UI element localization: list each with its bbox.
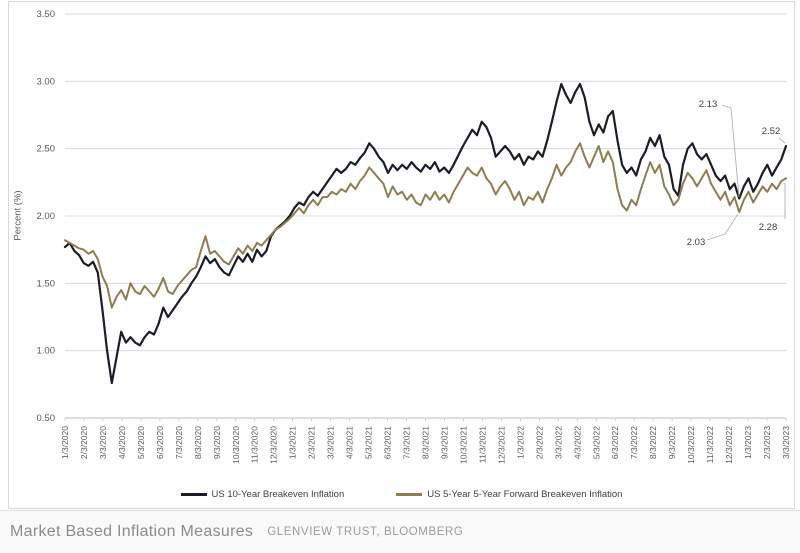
x-tick-label: 1/3/2023 xyxy=(743,426,753,459)
x-tick-label: 10/3/2021 xyxy=(458,426,468,464)
x-tick-label: 2/3/2020 xyxy=(79,426,89,459)
x-tick-label: 11/3/2022 xyxy=(705,426,715,463)
annotation-leader-line xyxy=(778,137,786,144)
x-tick-label: 8/3/2021 xyxy=(421,426,431,459)
annotation-label: 2.52 xyxy=(762,126,781,137)
y-tick-label: 1.00 xyxy=(37,346,56,357)
x-tick-label: 3/3/2023 xyxy=(781,426,791,459)
x-tick-label: 4/3/2022 xyxy=(572,426,582,459)
x-tick-label: 4/3/2020 xyxy=(117,426,127,459)
caption-bar: Market Based Inflation Measures GLENVIEW… xyxy=(0,510,800,553)
y-axis-tick-labels: 3.50 3.00 2.50 2.00 1.50 1.00 0.50 xyxy=(37,9,56,424)
caption-title: Market Based Inflation Measures xyxy=(10,523,254,540)
x-tick-label: 7/3/2021 xyxy=(402,426,412,459)
x-tick-label: 3/3/2022 xyxy=(553,426,563,459)
legend-swatch-5y5y-forward xyxy=(396,493,423,496)
x-tick-label: 5/3/2021 xyxy=(364,426,374,459)
series-line-5y5y-forward xyxy=(64,142,787,309)
y-tick-label: 2.50 xyxy=(37,144,56,155)
x-tick-label: 12/3/2022 xyxy=(724,426,734,464)
x-tick-label: 1/3/2022 xyxy=(515,426,525,459)
series-line-10y-breakeven xyxy=(63,82,788,385)
gridlines xyxy=(65,13,786,419)
annotation-label: 2.03 xyxy=(687,237,706,248)
x-tick-label: 6/3/2020 xyxy=(155,426,165,459)
chart-card: Percent (%) 3.50 3.00 2.50 2.00 1.50 1.00 0.50… xyxy=(8,1,795,509)
legend-item-5y5y-forward: US 5-Year 5-Year Forward Breakeven Infla… xyxy=(396,489,622,500)
x-tick-label: 1/3/2021 xyxy=(288,426,298,459)
y-tick-label: 0.50 xyxy=(37,413,56,424)
legend-label-5y5y-forward: US 5-Year 5-Year Forward Breakeven Infla… xyxy=(427,489,623,500)
x-tick-label: 5/3/2022 xyxy=(591,426,601,459)
x-tick-label: 9/3/2021 xyxy=(439,426,449,459)
x-tick-label: 10/3/2020 xyxy=(231,426,241,464)
annotation-label: 2.13 xyxy=(699,99,718,110)
y-tick-label: 3.50 xyxy=(37,9,56,20)
x-tick-label: 6/3/2022 xyxy=(610,426,620,459)
annotation-leader-line xyxy=(706,213,739,241)
y-tick-label: 2.00 xyxy=(37,211,56,222)
x-tick-label: 11/3/2020 xyxy=(250,426,260,463)
x-tick-label: 3/3/2020 xyxy=(98,426,108,459)
annotations: 2.13 2.52 2.03 2.28 xyxy=(687,99,786,248)
x-tick-label: 9/3/2020 xyxy=(212,426,222,459)
y-tick-label: 3.00 xyxy=(37,76,56,87)
caption-source: GLENVIEW TRUST, BLOOMBERG xyxy=(267,526,464,538)
x-tick-label: 7/3/2022 xyxy=(629,426,639,459)
x-tick-label: 5/3/2020 xyxy=(136,426,146,459)
chart-legend: US 10-Year Breakeven Inflation US 5-Year… xyxy=(9,489,794,500)
x-tick-label: 9/3/2022 xyxy=(667,426,677,459)
y-axis-title: Percent (%) xyxy=(12,190,24,241)
x-tick-label: 8/3/2020 xyxy=(193,426,203,459)
x-tick-label: 12/3/2021 xyxy=(496,426,506,464)
x-tick-label: 2/3/2021 xyxy=(307,426,317,459)
annotation-label: 2.28 xyxy=(759,222,778,233)
x-tick-label: 1/3/2020 xyxy=(60,426,70,459)
legend-label-10y-breakeven: US 10-Year Breakeven Inflation xyxy=(211,489,345,500)
legend-item-10y-breakeven: US 10-Year Breakeven Inflation xyxy=(180,489,345,500)
x-tick-label: 10/3/2022 xyxy=(686,426,696,464)
x-tick-label: 2/3/2023 xyxy=(762,426,772,459)
x-tick-label: 2/3/2022 xyxy=(534,426,544,459)
x-axis: 1/3/2020 2/3/2020 3/3/2020 4/3/2020 5/3/2020… xyxy=(60,417,791,464)
x-tick-label: 11/3/2021 xyxy=(477,426,487,463)
annotation-leader-line xyxy=(721,104,740,198)
x-tick-label: 4/3/2021 xyxy=(345,426,355,459)
x-tick-label: 3/3/2021 xyxy=(326,426,336,459)
x-tick-label: 7/3/2020 xyxy=(174,426,184,459)
x-tick-label: 6/3/2021 xyxy=(383,426,393,459)
inflation-line-chart: 3.50 3.00 2.50 2.00 1.50 1.00 0.50 1/3/2020 2/3/… xyxy=(37,9,792,464)
legend-swatch-10y-breakeven xyxy=(180,493,207,496)
x-tick-label: 8/3/2022 xyxy=(648,426,658,459)
x-tick-label: 12/3/2020 xyxy=(269,426,279,464)
y-tick-label: 1.50 xyxy=(37,278,56,289)
